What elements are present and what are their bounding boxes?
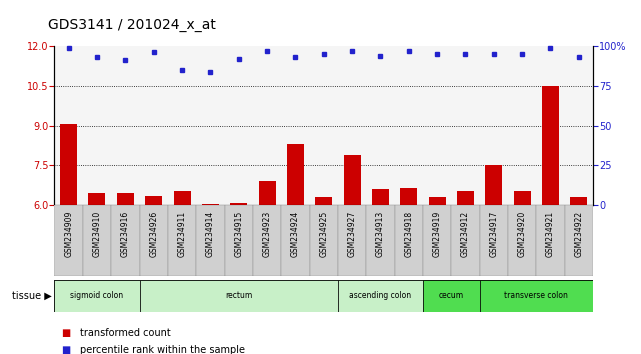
Bar — [168, 205, 196, 276]
Text: GSM234927: GSM234927 — [347, 211, 356, 257]
Bar — [117, 193, 134, 205]
Text: GSM234914: GSM234914 — [206, 211, 215, 257]
Bar — [485, 166, 503, 205]
Text: GSM234924: GSM234924 — [291, 211, 300, 257]
Bar — [281, 205, 310, 276]
Bar — [315, 198, 332, 205]
Bar — [253, 205, 281, 276]
Text: GSM234920: GSM234920 — [517, 211, 526, 257]
Bar — [83, 205, 111, 276]
Bar — [513, 191, 531, 205]
Text: percentile rank within the sample: percentile rank within the sample — [80, 346, 245, 354]
Text: GSM234922: GSM234922 — [574, 211, 583, 257]
Bar — [570, 198, 587, 205]
Text: ascending colon: ascending colon — [349, 291, 412, 300]
Bar — [508, 205, 537, 276]
Text: cecum: cecum — [438, 291, 464, 300]
Bar — [54, 280, 140, 312]
Bar — [196, 205, 224, 276]
Bar — [429, 198, 445, 205]
Text: GDS3141 / 201024_x_at: GDS3141 / 201024_x_at — [48, 18, 216, 32]
Text: ■: ■ — [61, 346, 70, 354]
Bar — [258, 181, 276, 205]
Text: GSM234921: GSM234921 — [546, 211, 555, 257]
Bar — [224, 205, 253, 276]
Bar — [140, 205, 168, 276]
Bar — [287, 144, 304, 205]
Bar — [479, 280, 593, 312]
Bar — [344, 155, 360, 205]
Text: sigmoid colon: sigmoid colon — [71, 291, 124, 300]
Text: GSM234909: GSM234909 — [64, 211, 73, 257]
Bar — [451, 205, 479, 276]
Text: GSM234925: GSM234925 — [319, 211, 328, 257]
Bar — [372, 189, 389, 205]
Text: GSM234919: GSM234919 — [433, 211, 442, 257]
Bar — [310, 205, 338, 276]
Text: GSM234915: GSM234915 — [234, 211, 243, 257]
Bar — [565, 205, 593, 276]
Bar — [338, 280, 423, 312]
Bar — [202, 204, 219, 205]
Bar — [338, 205, 366, 276]
Bar — [140, 280, 338, 312]
Text: GSM234910: GSM234910 — [92, 211, 101, 257]
Text: transverse colon: transverse colon — [504, 291, 568, 300]
Text: GSM234917: GSM234917 — [489, 211, 498, 257]
Text: GSM234926: GSM234926 — [149, 211, 158, 257]
Text: GSM234912: GSM234912 — [461, 211, 470, 257]
Bar — [174, 191, 190, 205]
Bar — [230, 202, 247, 205]
Text: GSM234911: GSM234911 — [178, 211, 187, 257]
Bar — [395, 205, 423, 276]
Bar — [54, 205, 83, 276]
Bar — [145, 196, 162, 205]
Bar — [542, 86, 559, 205]
Text: GSM234913: GSM234913 — [376, 211, 385, 257]
Text: GSM234916: GSM234916 — [121, 211, 130, 257]
Bar — [400, 188, 417, 205]
Bar — [423, 205, 451, 276]
Text: tissue ▶: tissue ▶ — [12, 291, 51, 301]
Bar — [111, 205, 140, 276]
Text: rectum: rectum — [225, 291, 253, 300]
Text: GSM234923: GSM234923 — [263, 211, 272, 257]
Text: transformed count: transformed count — [80, 328, 171, 338]
Bar — [537, 205, 565, 276]
Bar — [60, 124, 77, 205]
Text: GSM234918: GSM234918 — [404, 211, 413, 257]
Bar — [457, 191, 474, 205]
Bar — [88, 193, 106, 205]
Text: ■: ■ — [61, 328, 70, 338]
Bar — [423, 280, 479, 312]
Bar — [479, 205, 508, 276]
Bar — [366, 205, 395, 276]
